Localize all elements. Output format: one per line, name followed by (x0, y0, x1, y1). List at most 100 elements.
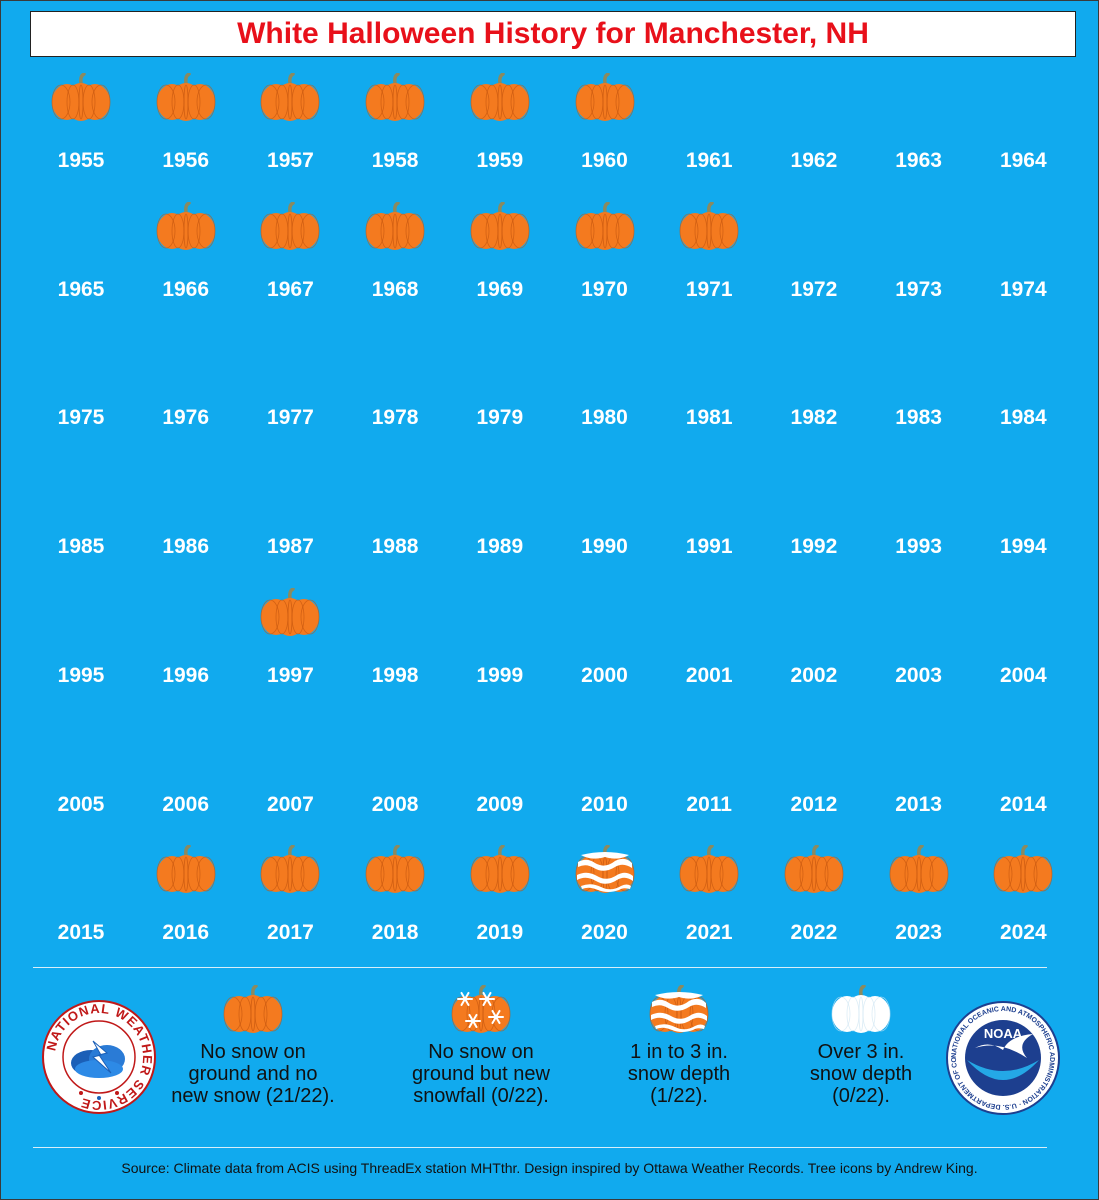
year-cell: 2011 (657, 717, 761, 817)
year-cell: 1974 (971, 202, 1075, 302)
year-label: 2017 (267, 921, 314, 945)
snowy-pumpkin-icon (575, 844, 635, 895)
year-cell: 1992 (762, 459, 866, 559)
year-cell: 2015 (29, 845, 133, 945)
pumpkin-icon (260, 844, 320, 895)
year-cell: 2021 (657, 844, 761, 945)
year-label: 1975 (57, 406, 105, 430)
year-label: 1970 (581, 277, 628, 301)
year-cell: 1958 (343, 72, 447, 173)
year-cell: 1990 (553, 459, 657, 559)
year-cell: 2020 (553, 844, 657, 945)
year-cell: 1957 (238, 72, 342, 173)
year-cell: 1993 (867, 459, 971, 559)
noaa-logo: NATIONAL OCEANIC AND ATMOSPHERIC ADMINIS… (945, 1000, 1060, 1115)
year-label: 1972 (790, 277, 838, 301)
year-cell: 1961 (657, 73, 761, 173)
year-cell: 1995 (29, 588, 133, 688)
year-cell: 1971 (657, 200, 761, 302)
legend-text-line: (1/22). (650, 1085, 708, 1107)
legend-text-line: ground but new (412, 1063, 550, 1085)
year-cell: 1985 (29, 459, 133, 559)
year-cell: 1991 (657, 459, 761, 559)
pumpkin-icon (993, 844, 1053, 895)
pumpkin-icon (889, 844, 949, 895)
year-cell: 1982 (762, 330, 866, 430)
year-label: 1966 (162, 277, 210, 301)
year-label: 1956 (162, 149, 210, 172)
year-label: 2000 (581, 663, 628, 687)
year-grid: 1955 1956 1957 1958 1959 1960 1961 1962 1963 1964… (1, 1, 1099, 961)
year-label: 1957 (267, 149, 314, 172)
year-label: 2009 (476, 792, 524, 816)
year-cell: 2016 (134, 844, 238, 945)
pumpkin-icon (575, 72, 635, 123)
legend-item-none: No snow on ground and no new snow (21/22). (153, 984, 353, 1107)
year-cell: 1984 (971, 330, 1075, 430)
year-label: 1992 (790, 535, 838, 559)
snowy-pumpkin-icon (649, 984, 709, 1035)
year-cell: 1988 (343, 459, 447, 559)
year-label: 2015 (57, 921, 105, 945)
year-label: 2010 (581, 792, 628, 816)
year-cell: 2006 (134, 717, 238, 817)
year-cell: 1983 (867, 330, 971, 430)
year-cell: 2007 (238, 717, 342, 817)
year-label: 1969 (476, 277, 524, 301)
year-label: 1976 (162, 406, 210, 430)
pumpkin-icon (260, 587, 320, 638)
year-label: 2004 (999, 663, 1047, 687)
legend-text-line: ground and no (188, 1063, 318, 1085)
year-cell: 2004 (971, 588, 1075, 688)
chart-title: White Halloween History for Manchester, … (237, 17, 869, 50)
year-label: 1982 (790, 406, 838, 430)
year-label: 1962 (790, 149, 838, 172)
year-cell: 2002 (762, 588, 866, 688)
year-label: 1983 (895, 406, 942, 430)
year-label: 1984 (999, 406, 1047, 430)
year-label: 1963 (895, 149, 942, 172)
title-box: White Halloween History for Manchester, … (30, 11, 1076, 57)
year-cell: 2017 (238, 844, 342, 945)
year-cell: 2018 (343, 844, 447, 945)
year-label: 2014 (999, 792, 1047, 816)
year-label: 2022 (790, 921, 838, 945)
pumpkin-icon (51, 72, 111, 123)
year-cell: 1955 (29, 72, 133, 173)
pumpkin-icon (470, 844, 530, 895)
year-cell: 2008 (343, 717, 447, 817)
year-cell: 1956 (134, 72, 238, 173)
pumpkin-icon (156, 72, 216, 123)
pumpkin-icon (679, 200, 739, 252)
pumpkin-icon (470, 200, 530, 252)
year-cell: 1964 (971, 73, 1075, 173)
year-cell: 2000 (553, 588, 657, 688)
year-cell: 2019 (448, 844, 552, 945)
pumpkin-icon (260, 200, 320, 252)
legend-item-depth-1-3: 1 in to 3 in. snow depth (1/22). (584, 984, 774, 1107)
top-divider (33, 967, 1047, 968)
year-label: 2020 (581, 921, 628, 945)
year-label: 1961 (685, 149, 733, 172)
pumpkin-icon (260, 72, 320, 123)
source-note: Source: Climate data from ACIS using Thr… (121, 1160, 978, 1176)
year-label: 1996 (162, 663, 210, 687)
year-label: 2007 (267, 792, 314, 816)
year-cell: 2024 (971, 844, 1075, 945)
year-cell: 1979 (448, 330, 552, 430)
year-cell: 2022 (762, 844, 866, 945)
year-label: 1977 (267, 406, 314, 430)
year-cell: 1970 (553, 200, 657, 302)
year-cell: 1997 (238, 587, 342, 688)
year-label: 2018 (371, 921, 419, 945)
year-label: 1968 (371, 277, 419, 301)
white-pumpkin-icon (831, 984, 891, 1035)
year-cell: 2012 (762, 717, 866, 817)
nws-logo: NATIONAL WEATHER SERVICE (42, 1000, 156, 1114)
year-label: 2021 (685, 921, 733, 945)
year-label: 2001 (685, 663, 733, 687)
year-cell: 1972 (762, 202, 866, 302)
year-cell: 2003 (867, 588, 971, 688)
year-cell: 1959 (448, 72, 552, 173)
